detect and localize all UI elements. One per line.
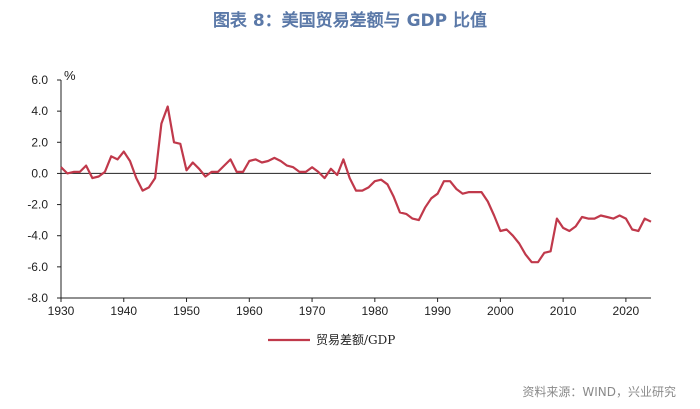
x-tick-label: 1980 — [361, 304, 388, 318]
x-tick-label: 1960 — [236, 304, 263, 318]
x-tick-label: 1970 — [299, 304, 326, 318]
y-tick-label: 0.0 — [31, 166, 48, 180]
unit-label: % — [64, 68, 76, 83]
y-tick-labels: 6.0 4.0 2.0 0.0 -2.0 -4.0 -6.0 -8.0 — [27, 73, 48, 305]
legend: 贸易差额/GDP — [268, 333, 395, 347]
chart-title: 图表 8：美国贸易差额与 GDP 比值 — [212, 11, 488, 31]
x-tick-label: 1990 — [424, 304, 451, 318]
x-tick-label: 1940 — [110, 304, 137, 318]
y-tick-label: 4.0 — [31, 104, 48, 118]
y-tick-label: 2.0 — [31, 135, 48, 149]
x-tick-label: 1950 — [173, 304, 200, 318]
y-tick-label: -6.0 — [27, 260, 48, 274]
y-tick-label: -4.0 — [27, 229, 48, 243]
legend-label: 贸易差额/GDP — [316, 333, 395, 347]
series-line-trade-balance — [60, 105, 652, 264]
x-tick-labels: 1930 1940 1950 1960 1970 1980 1990 2000 2010 2020 — [48, 304, 640, 318]
x-tick-label: 2000 — [487, 304, 514, 318]
x-tick-label: 2010 — [550, 304, 577, 318]
x-tick-label: 1930 — [48, 304, 75, 318]
y-tick-label: -2.0 — [27, 198, 48, 212]
source-note: 资料来源：WIND，兴业研究 — [522, 385, 676, 399]
y-tick-label: 6.0 — [31, 73, 48, 87]
axes — [57, 79, 651, 302]
x-tick-label: 2020 — [613, 304, 640, 318]
y-tick-label: -8.0 — [27, 291, 48, 305]
